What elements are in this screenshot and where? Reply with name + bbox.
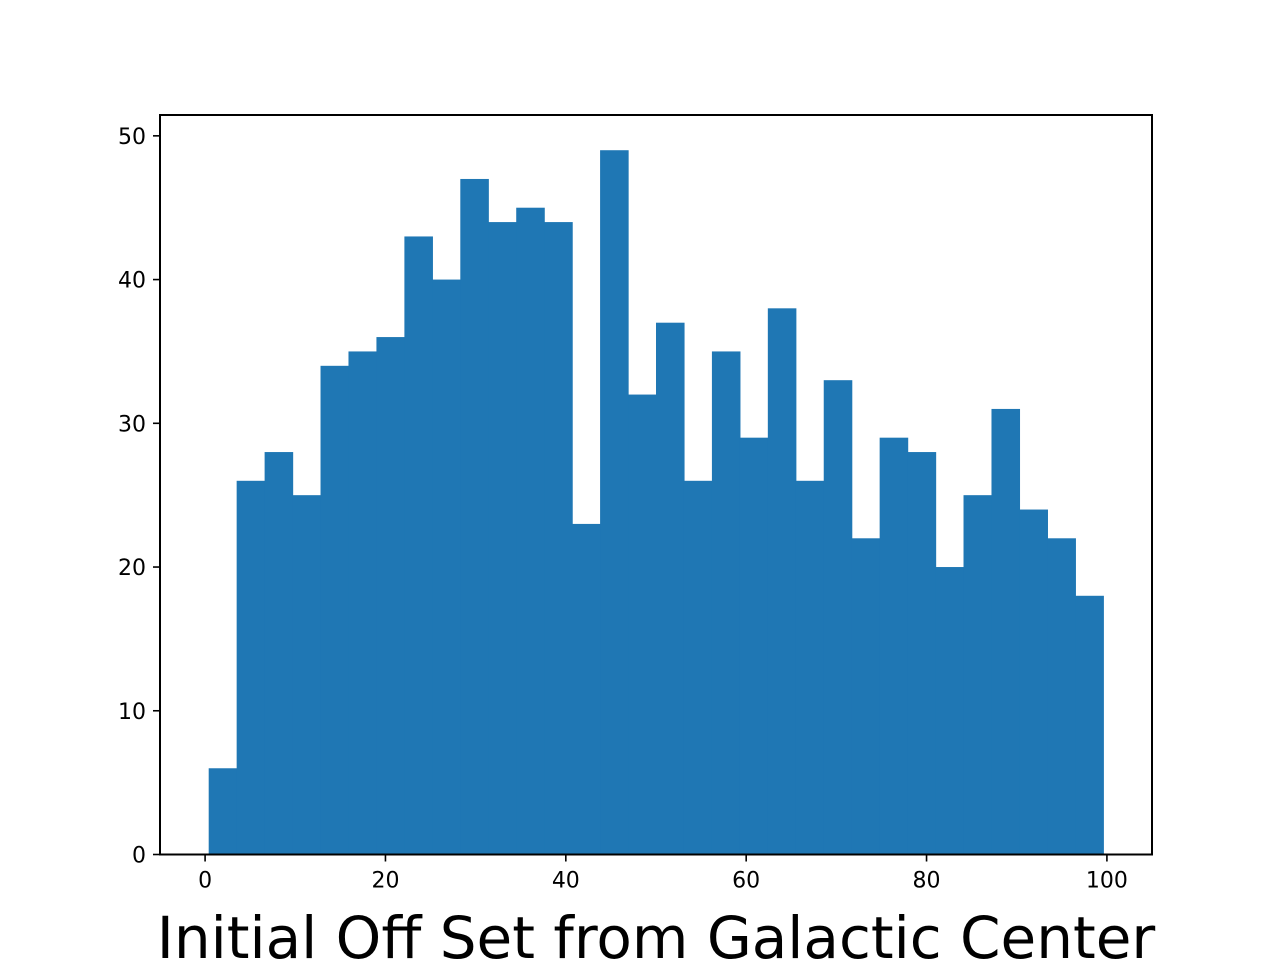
histogram-bar [516,207,545,855]
histogram-bar [292,495,322,855]
histogram-bar [656,322,685,855]
histogram-bar [628,394,657,855]
histogram-bar [683,480,713,855]
histogram-bar [320,365,350,855]
histogram-bar [460,178,489,855]
histogram-bar [711,351,741,855]
histogram-bar [348,351,378,855]
bars-group [208,150,1104,855]
y-tick-label: 40 [118,269,146,294]
histogram-bar [1019,509,1048,855]
histogram-bar [600,150,629,855]
histogram-bar [432,279,461,855]
y-tick-label: 10 [118,700,146,725]
x-tick-label: 0 [198,869,212,894]
histogram-bar [572,523,601,855]
histogram-bar [208,768,238,855]
y-tick-label: 30 [118,412,146,437]
x-tick-label: 100 [1086,869,1128,894]
histogram-bar [851,538,881,855]
y-tick-label: 0 [132,844,146,869]
histogram-bar [963,495,993,855]
histogram-bar [264,452,294,855]
x-tick-label: 80 [913,869,941,894]
y-axis-ticks: 0 10 20 30 40 50 [118,125,160,869]
y-tick-label: 20 [118,556,146,581]
histogram-bar [488,222,517,855]
histogram-bar [404,236,433,855]
histogram-bar [739,437,769,855]
histogram-bar [823,380,853,855]
histogram-bar [1047,538,1076,855]
histogram-bar [879,437,909,855]
x-tick-label: 40 [552,869,580,894]
histogram-bar [1075,595,1104,855]
x-axis-ticks: 0 20 40 60 80 100 [198,854,1128,894]
histogram-bar [907,452,937,855]
histogram-bar [767,308,797,855]
histogram-bar [544,222,573,855]
histogram-bar [935,567,965,855]
histogram-bar [236,480,266,855]
histogram-bar [991,408,1021,855]
histogram-bar [376,337,405,855]
x-axis-title: Initial Off Set from Galactic Center [157,904,1156,960]
x-tick-label: 20 [371,869,399,894]
y-tick-label: 50 [118,125,146,150]
plot-frame [159,114,1153,856]
histogram-bar [795,480,825,855]
x-tick-label: 60 [732,869,760,894]
